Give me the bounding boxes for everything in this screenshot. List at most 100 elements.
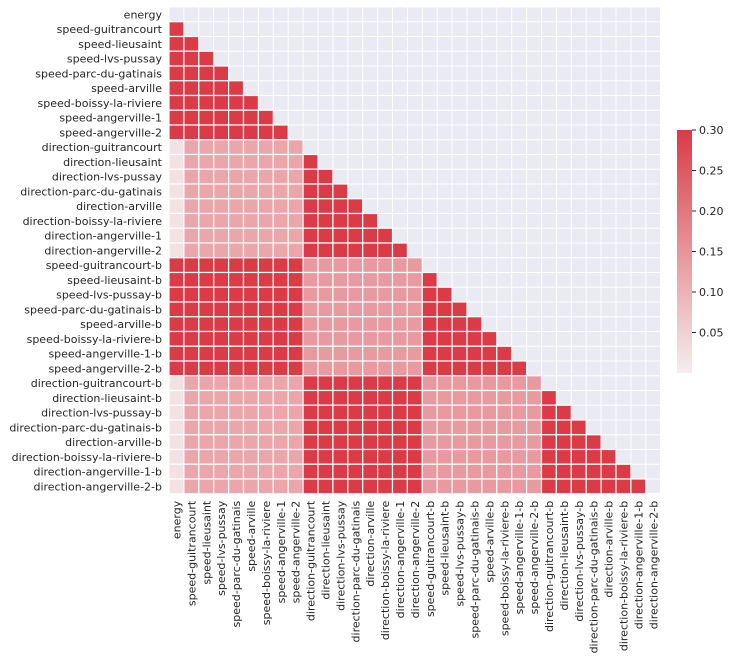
heatmap-cell [362,463,379,480]
heatmap-cell [257,419,274,436]
heatmap-cell [198,242,215,259]
heatmap-cell [585,448,602,465]
heatmap-cell [481,345,498,362]
heatmap-cell [362,286,379,303]
heatmap-cell [272,139,289,156]
heatmap-cell [436,389,453,406]
heatmap-cell [511,478,528,495]
heatmap-cell [302,286,319,303]
heatmap-cell [228,80,245,97]
y-tick-label: speed-angerville-1 [59,112,162,125]
heatmap-cell [183,139,200,156]
heatmap-cell [272,183,289,200]
heatmap-cell [377,419,394,436]
heatmap-cell [406,271,423,288]
heatmap-cell [302,463,319,480]
heatmap-cell [242,212,259,229]
heatmap-cell [228,198,245,215]
heatmap-cell [272,404,289,421]
heatmap-cell [630,478,647,495]
heatmap-cell [242,257,259,274]
y-tick-label: speed-angerville-1-b [48,348,162,361]
heatmap-cell [287,463,304,480]
heatmap-cell [183,257,200,274]
heatmap-cell [347,448,364,465]
heatmap-cell [406,257,423,274]
heatmap-cell [272,375,289,392]
heatmap-cell [451,330,468,347]
heatmap-cell [257,124,274,141]
heatmap-cell [302,301,319,318]
heatmap-cell [257,286,274,303]
heatmap-cell [168,375,185,392]
heatmap-cell [213,94,230,111]
heatmap-cell [615,463,632,480]
heatmap-cell [317,301,334,318]
heatmap-cell [377,404,394,421]
heatmap-cell [496,389,513,406]
heatmap-cell [570,434,587,451]
heatmap-cell [332,330,349,347]
heatmap-cell [213,257,230,274]
heatmap-cell [555,478,572,495]
heatmap-cell [257,448,274,465]
heatmap-cell [168,301,185,318]
heatmap-cell [377,478,394,495]
x-tick-label: speed-lvs-pussay [215,500,228,596]
heatmap-cell [466,375,483,392]
heatmap-cell [406,375,423,392]
heatmap-cell [481,434,498,451]
heatmap-cell [257,257,274,274]
y-tick-label: speed-boissy-la-riviere-b [27,333,162,346]
heatmap-cell [213,109,230,126]
heatmap-cell [168,153,185,170]
heatmap-cell [540,389,557,406]
heatmap-cell [257,109,274,126]
heatmap-cell [391,242,408,259]
heatmap-cell [198,65,215,82]
y-tick-label: direction-lieusaint-b [52,392,162,405]
heatmap-cell [228,286,245,303]
heatmap-cell [257,404,274,421]
heatmap-cell [436,360,453,377]
heatmap-cell [302,198,319,215]
x-tick-label: direction-angerville-1 [394,501,407,619]
heatmap-cell [436,434,453,451]
heatmap-cell [198,286,215,303]
x-tick-label: speed-angerville-2-b [528,501,541,615]
heatmap-cell [436,463,453,480]
heatmap-cell [198,227,215,244]
heatmap-cell [242,242,259,259]
heatmap-cell [421,330,438,347]
y-tick-label: direction-lieusaint [63,156,163,169]
y-tick-label: direction-guitrancourt-b [31,377,162,390]
heatmap-cell [332,271,349,288]
y-tick-label: direction-boissy-la-riviere [23,215,163,228]
heatmap-cell [451,345,468,362]
heatmap-cell [257,375,274,392]
heatmap-cell [242,345,259,362]
heatmap-cell [228,183,245,200]
heatmap-cell [213,375,230,392]
heatmap-cell [451,434,468,451]
heatmap-cell [228,316,245,333]
y-tick-label: speed-arville [91,82,162,95]
heatmap-cell [287,316,304,333]
heatmap-cell [228,330,245,347]
x-tick-label: direction-boissy-la-riviere-b [617,501,630,651]
heatmap-cell [332,434,349,451]
heatmap-cell [451,448,468,465]
heatmap-cell [302,330,319,347]
heatmap-cell [198,271,215,288]
heatmap-cell [377,345,394,362]
heatmap-cell [317,286,334,303]
heatmap-cell [257,139,274,156]
heatmap-cell [183,183,200,200]
heatmap-cell [362,419,379,436]
x-tick-label: direction-guitrancourt [305,500,318,621]
heatmap-cell [287,434,304,451]
heatmap-cell [406,345,423,362]
heatmap-cell [213,286,230,303]
heatmap-cell [257,168,274,185]
heatmap-cell [347,330,364,347]
